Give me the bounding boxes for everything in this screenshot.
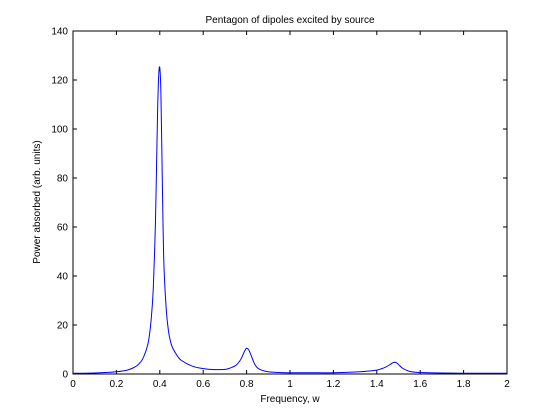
y-tick-label: 60 bbox=[57, 223, 69, 234]
y-tick-label: 0 bbox=[62, 370, 68, 381]
y-tick-label: 140 bbox=[51, 27, 68, 38]
x-tick-label: 0.6 bbox=[196, 379, 210, 390]
y-axis-label: Power absorbed (arb. units) bbox=[32, 140, 43, 263]
plot-area bbox=[72, 30, 508, 375]
x-tick-label: 1.8 bbox=[457, 379, 471, 390]
x-tick-label: 2 bbox=[504, 379, 510, 390]
x-tick-label: 1.2 bbox=[326, 379, 340, 390]
y-tick-label: 20 bbox=[57, 321, 69, 332]
x-tick-label: 1.6 bbox=[413, 379, 427, 390]
series-line bbox=[72, 66, 507, 374]
x-tick-label: 1 bbox=[287, 379, 293, 390]
y-axis-ticks: 0 20 40 60 80 100 120 140 bbox=[51, 27, 507, 381]
x-tick-label: 0.8 bbox=[240, 379, 254, 390]
x-axis-ticks: 0 0.2 0.4 0.6 0.8 1 1.2 1.4 1.6 1.8 2 bbox=[70, 31, 510, 390]
y-tick-label: 120 bbox=[51, 76, 68, 87]
x-tick-label: 0.2 bbox=[109, 379, 123, 390]
x-tick-label: 0.4 bbox=[153, 379, 167, 390]
x-tick-label: 1.4 bbox=[370, 379, 384, 390]
chart-title: Pentagon of dipoles excited by source bbox=[206, 15, 375, 26]
y-tick-label: 40 bbox=[57, 272, 69, 283]
y-tick-label: 80 bbox=[57, 174, 69, 185]
y-tick-label: 100 bbox=[51, 125, 68, 136]
x-tick-label: 0 bbox=[70, 379, 76, 390]
x-axis-label: Frequency, w bbox=[260, 394, 320, 405]
